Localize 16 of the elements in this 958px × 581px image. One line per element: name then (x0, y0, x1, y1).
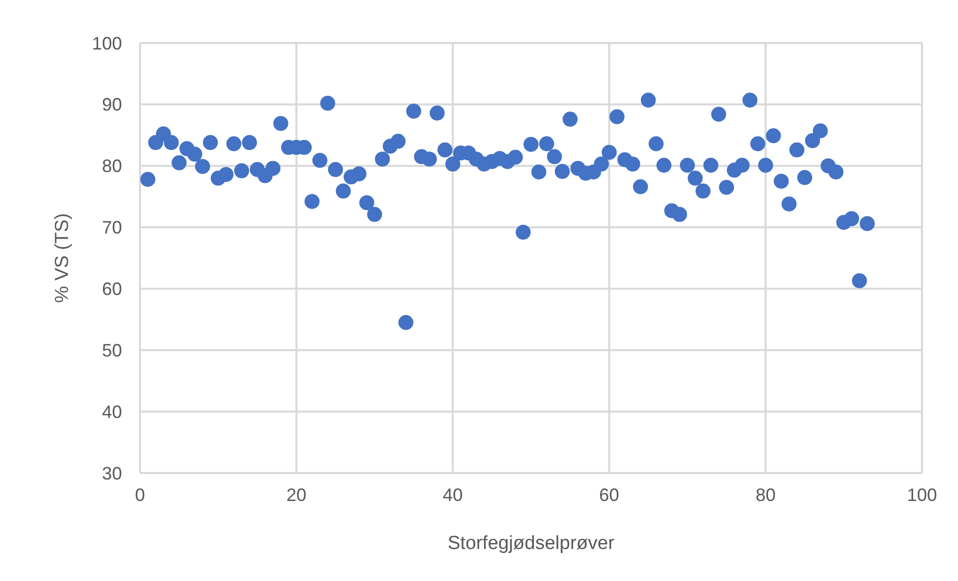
x-tick-label: 0 (134, 485, 146, 505)
y-tick-label: 80 (102, 156, 122, 176)
y-tick-label: 90 (102, 94, 122, 115)
y-axis-title: % VS (TS) (52, 213, 73, 303)
y-tick-label: 40 (102, 402, 122, 422)
y-tick-label: 30 (102, 463, 122, 484)
y-tick-label: 70 (102, 218, 122, 238)
y-tick-label: 50 (102, 340, 122, 360)
x-tick-label: 20 (286, 485, 306, 505)
x-tick-label: 40 (442, 485, 463, 505)
y-tick-label: 60 (102, 279, 122, 300)
x-tick-label: 100 (906, 485, 938, 505)
x-tick-label: 80 (756, 485, 776, 505)
x-tick-label: 60 (599, 485, 620, 505)
x-axis-title: Storfegjødselprøver (448, 533, 616, 554)
y-tick-label: 100 (92, 33, 122, 54)
